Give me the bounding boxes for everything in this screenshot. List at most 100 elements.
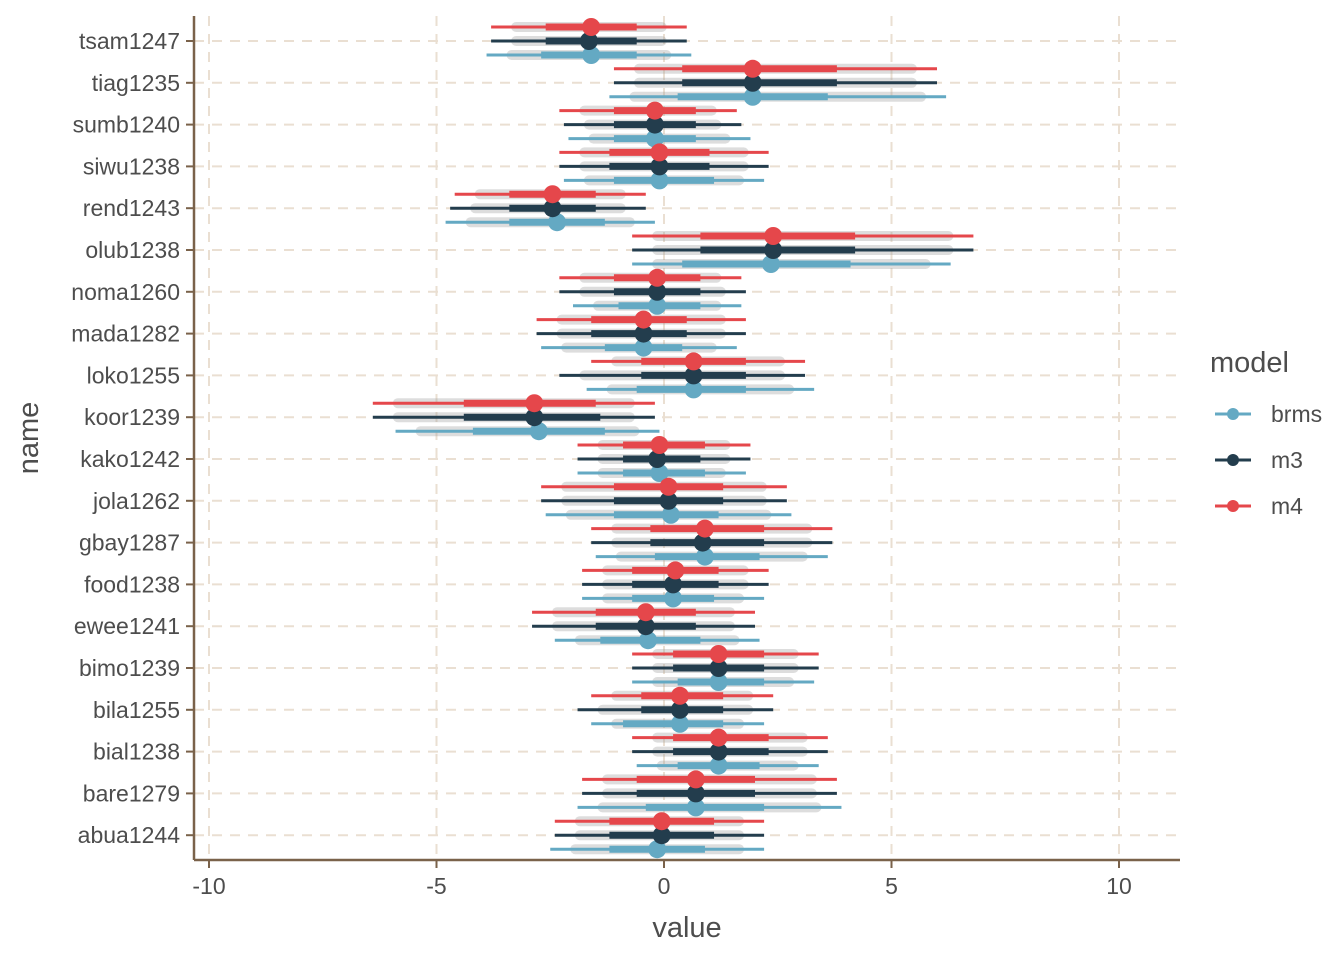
point-estimate-m4: [666, 561, 685, 580]
point-estimate-brms: [670, 714, 689, 733]
point-estimate-m3: [634, 324, 653, 343]
interval-group-m3: [591, 533, 833, 552]
interval-group-brms: [554, 631, 760, 650]
interval-group-brms: [577, 464, 746, 482]
y-tick-label: mada1282: [71, 321, 180, 347]
point-estimate-brms: [650, 171, 669, 190]
interval-group-brms: [573, 296, 742, 315]
y-tick-label: siwu1238: [83, 153, 180, 179]
interval-group-m3: [559, 366, 806, 385]
interval-group-m4: [582, 561, 769, 580]
point-estimate-m3: [648, 282, 667, 301]
interval-group-brms: [577, 798, 842, 817]
interval-group-brms: [563, 171, 765, 190]
x-axis-title: value: [652, 912, 721, 944]
point-estimate-m3: [709, 659, 728, 677]
y-tick-label: sumb1240: [73, 112, 180, 138]
legend-label-brms: brms: [1271, 401, 1322, 427]
point-estimate-brms: [645, 129, 664, 148]
x-tick-label: -5: [426, 873, 446, 899]
point-estimate-m4: [648, 268, 667, 287]
y-tick-label: noma1260: [71, 279, 180, 305]
y-tick-label: bila1255: [93, 697, 180, 723]
interval-group-brms: [395, 422, 660, 441]
legend-swatch-dot-m4: [1227, 500, 1239, 512]
interval-group-m3: [491, 32, 687, 50]
x-tick-label: -10: [192, 873, 225, 899]
point-estimate-brms: [695, 547, 714, 566]
marks-layer: [372, 18, 974, 859]
point-estimate-m3: [693, 533, 712, 552]
point-estimate-m3: [579, 32, 598, 50]
interval-group-m4: [632, 728, 828, 747]
point-estimate-m4: [709, 728, 728, 747]
point-estimate-m3: [684, 366, 703, 385]
y-tick-label: tsam1247: [79, 28, 180, 54]
point-estimate-m3: [670, 700, 689, 719]
interval-group-m4: [372, 394, 655, 413]
legend-swatch-dot-brms: [1227, 408, 1239, 420]
legend-label-m4: m4: [1271, 493, 1303, 519]
interval-group-brms: [445, 213, 655, 232]
point-estimate-m4: [695, 519, 714, 538]
point-estimate-brms: [664, 589, 683, 608]
point-estimate-m3: [659, 491, 678, 510]
point-estimate-m3: [543, 199, 562, 218]
y-tick-label: loko1255: [87, 362, 180, 388]
y-tick-label: gbay1287: [79, 530, 180, 556]
y-tick-label: koor1239: [84, 404, 180, 430]
interval-group-m4: [591, 686, 774, 705]
point-estimate-m4: [670, 686, 689, 705]
y-tick-label: bial1238: [93, 739, 180, 765]
point-estimate-m3: [664, 575, 683, 594]
point-estimate-brms: [684, 380, 703, 399]
interval-group-m4: [559, 101, 737, 120]
point-estimate-brms: [761, 255, 780, 273]
point-estimate-m4: [684, 352, 703, 371]
point-estimate-brms: [709, 756, 728, 775]
interval-group-brms: [582, 589, 765, 608]
point-estimate-m4: [582, 18, 601, 36]
interval-group-brms: [632, 673, 815, 691]
axes-layer: -10 -5 0 5 10 tsam1247 tiag1235 sumb1240 siwu123…: [13, 16, 1180, 944]
x-tick-label: 10: [1106, 873, 1132, 899]
point-estimate-m3: [652, 826, 671, 845]
point-estimate-m3: [648, 450, 667, 468]
interval-group-brms: [545, 505, 792, 524]
interval-group-m4: [454, 185, 646, 204]
interval-group-m4: [632, 645, 819, 663]
point-estimate-m3: [645, 115, 664, 134]
point-estimate-m3: [743, 73, 762, 92]
point-estimate-m4: [650, 436, 669, 454]
y-tick-label: bare1279: [83, 780, 180, 806]
point-estimate-m3: [709, 742, 728, 761]
interval-group-m3: [613, 73, 937, 92]
point-estimate-m3: [636, 617, 655, 636]
point-estimate-m4: [659, 477, 678, 496]
interval-group-m3: [559, 157, 769, 176]
point-estimate-m3: [764, 241, 783, 259]
interval-group-m3: [450, 199, 646, 218]
interval-group-m4: [591, 519, 833, 538]
interval-group-m4: [536, 310, 746, 329]
interval-group-m3: [582, 784, 837, 803]
point-estimate-brms: [529, 422, 548, 441]
interval-group-brms: [632, 255, 951, 273]
point-estimate-m4: [652, 812, 671, 831]
x-tick-label: 0: [658, 873, 671, 899]
interval-group-m4: [491, 18, 687, 36]
interval-group-brms: [586, 380, 815, 399]
interval-group-m4: [559, 268, 742, 287]
interval-group-m4: [554, 812, 765, 831]
point-estimate-brms: [743, 87, 762, 106]
point-estimate-m4: [764, 227, 783, 245]
interval-group-brms: [541, 338, 737, 357]
interval-group-m3: [632, 241, 974, 259]
interval-group-m4: [613, 59, 937, 78]
point-estimate-m4: [636, 603, 655, 622]
y-tick-label: tiag1235: [92, 70, 180, 96]
interval-group-m3: [632, 659, 819, 677]
point-estimate-m4: [686, 770, 705, 789]
point-estimate-m4: [650, 143, 669, 162]
